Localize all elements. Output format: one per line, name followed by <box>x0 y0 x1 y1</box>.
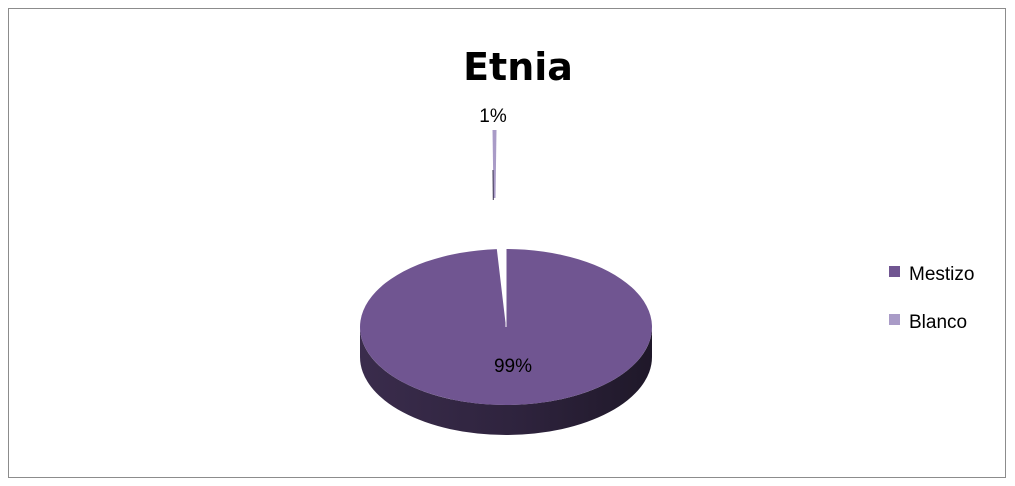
legend-label-blanco: Blanco <box>909 312 967 333</box>
pie-side-mestizo <box>360 327 652 435</box>
data-label-mestizo: 99% <box>494 356 532 377</box>
legend-swatch-mestizo <box>889 266 900 277</box>
legend-swatch-blanco <box>889 314 900 325</box>
chart-title: Etnia <box>463 45 573 89</box>
pie-side-blanco <box>492 170 494 200</box>
legend-label-mestizo: Mestizo <box>909 264 974 285</box>
data-label-blanco: 1% <box>479 106 507 127</box>
pie-slices <box>360 130 653 435</box>
legend: Mestizo Blanco <box>889 264 974 333</box>
